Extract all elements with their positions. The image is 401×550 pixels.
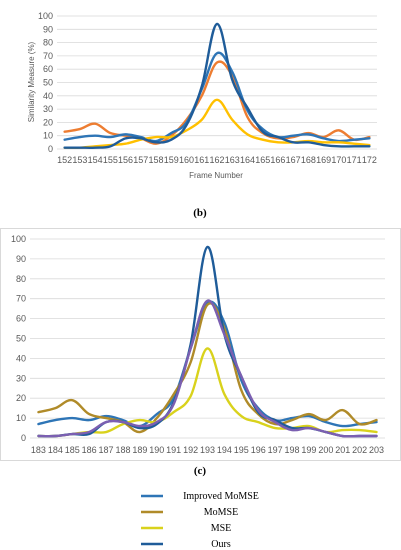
y-tick-label: 0: [21, 433, 26, 443]
series-line-ours: [63, 22, 371, 149]
y-tick-label: 50: [16, 334, 26, 344]
x-tick-label: 188: [115, 445, 130, 455]
legend-label: Improved MoMSE: [183, 491, 259, 502]
x-tick-label: 166: [270, 155, 285, 165]
y-tick-label: 10: [43, 131, 53, 141]
series-line-improved-momse: [37, 300, 378, 428]
series-line-improved-momse: [63, 51, 371, 143]
x-tick-label: 200: [318, 445, 333, 455]
chart-panel-b: Similarity Measure (%) 0 10 20 30 40 50 60 70 80…: [27, 11, 377, 219]
x-tick-label: 194: [217, 445, 232, 455]
x-tick-label: 199: [301, 445, 316, 455]
x-tick-label: 192: [183, 445, 198, 455]
x-tick-label: 203: [369, 445, 384, 455]
x-tick-label: 163: [225, 155, 240, 165]
x-tick-label: 196: [251, 445, 266, 455]
x-tick-label: 160: [179, 155, 194, 165]
x-ticks-b: 152 153 154 155 156 157 158 159 160 161 162 163 164 1…: [57, 155, 377, 165]
grid-c: [30, 238, 385, 439]
x-tick-label: 190: [149, 445, 164, 455]
x-tick-label: 191: [166, 445, 181, 455]
y-tick-label: 40: [16, 353, 26, 363]
x-tick-label: 157: [133, 155, 148, 165]
y-ticks-b: 0 10 20 30 40 50 60 70 80 90 100: [38, 11, 53, 154]
y-tick-label: 30: [16, 373, 26, 383]
y-tick-label: 60: [43, 64, 53, 74]
y-axis-title-b: Similarity Measure (%): [27, 41, 36, 122]
y-ticks-c: 0 10 20 30 40 50 60 70 80 90 100: [11, 234, 26, 443]
y-tick-label: 100: [11, 234, 26, 244]
y-tick-label: 70: [43, 51, 53, 61]
x-tick-label: 202: [352, 445, 367, 455]
y-tick-label: 70: [16, 294, 26, 304]
x-tick-label: 158: [149, 155, 164, 165]
x-tick-label: 168: [301, 155, 316, 165]
y-tick-label: 30: [43, 104, 53, 114]
y-tick-label: 20: [16, 393, 26, 403]
y-tick-label: 20: [43, 117, 53, 127]
series-line-unnamed-4: [37, 299, 378, 438]
y-tick-label: 80: [16, 274, 26, 284]
panel-caption-c: (c): [194, 465, 207, 477]
x-tick-label: 183: [31, 445, 46, 455]
x-tick-label: 164: [240, 155, 255, 165]
y-tick-label: 50: [43, 78, 53, 88]
x-tick-label: 165: [255, 155, 270, 165]
x-tick-label: 159: [164, 155, 179, 165]
x-tick-label: 162: [209, 155, 224, 165]
series-line-momse: [37, 302, 378, 434]
x-tick-label: 193: [200, 445, 215, 455]
x-tick-label: 184: [48, 445, 63, 455]
y-tick-label: 90: [16, 254, 26, 264]
series-line-momse: [63, 60, 371, 145]
x-tick-label: 195: [234, 445, 249, 455]
panel-caption-b: (b): [193, 207, 207, 219]
legend-label: Ours: [211, 539, 231, 550]
x-tick-label: 167: [286, 155, 301, 165]
y-tick-label: 100: [38, 11, 53, 21]
series-line-ours: [37, 245, 378, 438]
y-tick-label: 10: [16, 413, 26, 423]
y-tick-label: 0: [48, 144, 53, 154]
y-tick-label: 80: [43, 38, 53, 48]
x-ticks-c: 183 184 185 186 187 188 189 190 191 192 193 194 195 1…: [31, 445, 384, 455]
legend-label: MSE: [211, 523, 232, 534]
x-tick-label: 172: [362, 155, 377, 165]
x-tick-label: 189: [132, 445, 147, 455]
x-tick-label: 198: [285, 445, 300, 455]
x-axis-title-b: Frame Number: [189, 171, 243, 180]
x-tick-label: 171: [347, 155, 362, 165]
y-tick-label: 90: [43, 24, 53, 34]
x-tick-label: 169: [316, 155, 331, 165]
legend: Improved MoMSE MoMSE MSE Ours: [141, 491, 259, 550]
x-tick-label: 197: [268, 445, 283, 455]
series-lines-c: [37, 245, 378, 438]
x-tick-label: 154: [88, 155, 103, 165]
x-tick-label: 153: [72, 155, 87, 165]
x-tick-label: 156: [118, 155, 133, 165]
x-tick-label: 155: [103, 155, 118, 165]
y-tick-label: 60: [16, 314, 26, 324]
series-lines-b: [63, 22, 371, 149]
y-tick-label: 40: [43, 91, 53, 101]
x-tick-label: 187: [99, 445, 114, 455]
x-tick-label: 161: [194, 155, 209, 165]
x-tick-label: 185: [65, 445, 80, 455]
series-line-mse: [63, 98, 371, 149]
legend-label: MoMSE: [204, 507, 238, 518]
x-tick-label: 152: [57, 155, 72, 165]
x-tick-label: 201: [335, 445, 350, 455]
x-tick-label: 186: [82, 445, 97, 455]
grid-b: [57, 15, 377, 150]
x-tick-label: 170: [331, 155, 346, 165]
